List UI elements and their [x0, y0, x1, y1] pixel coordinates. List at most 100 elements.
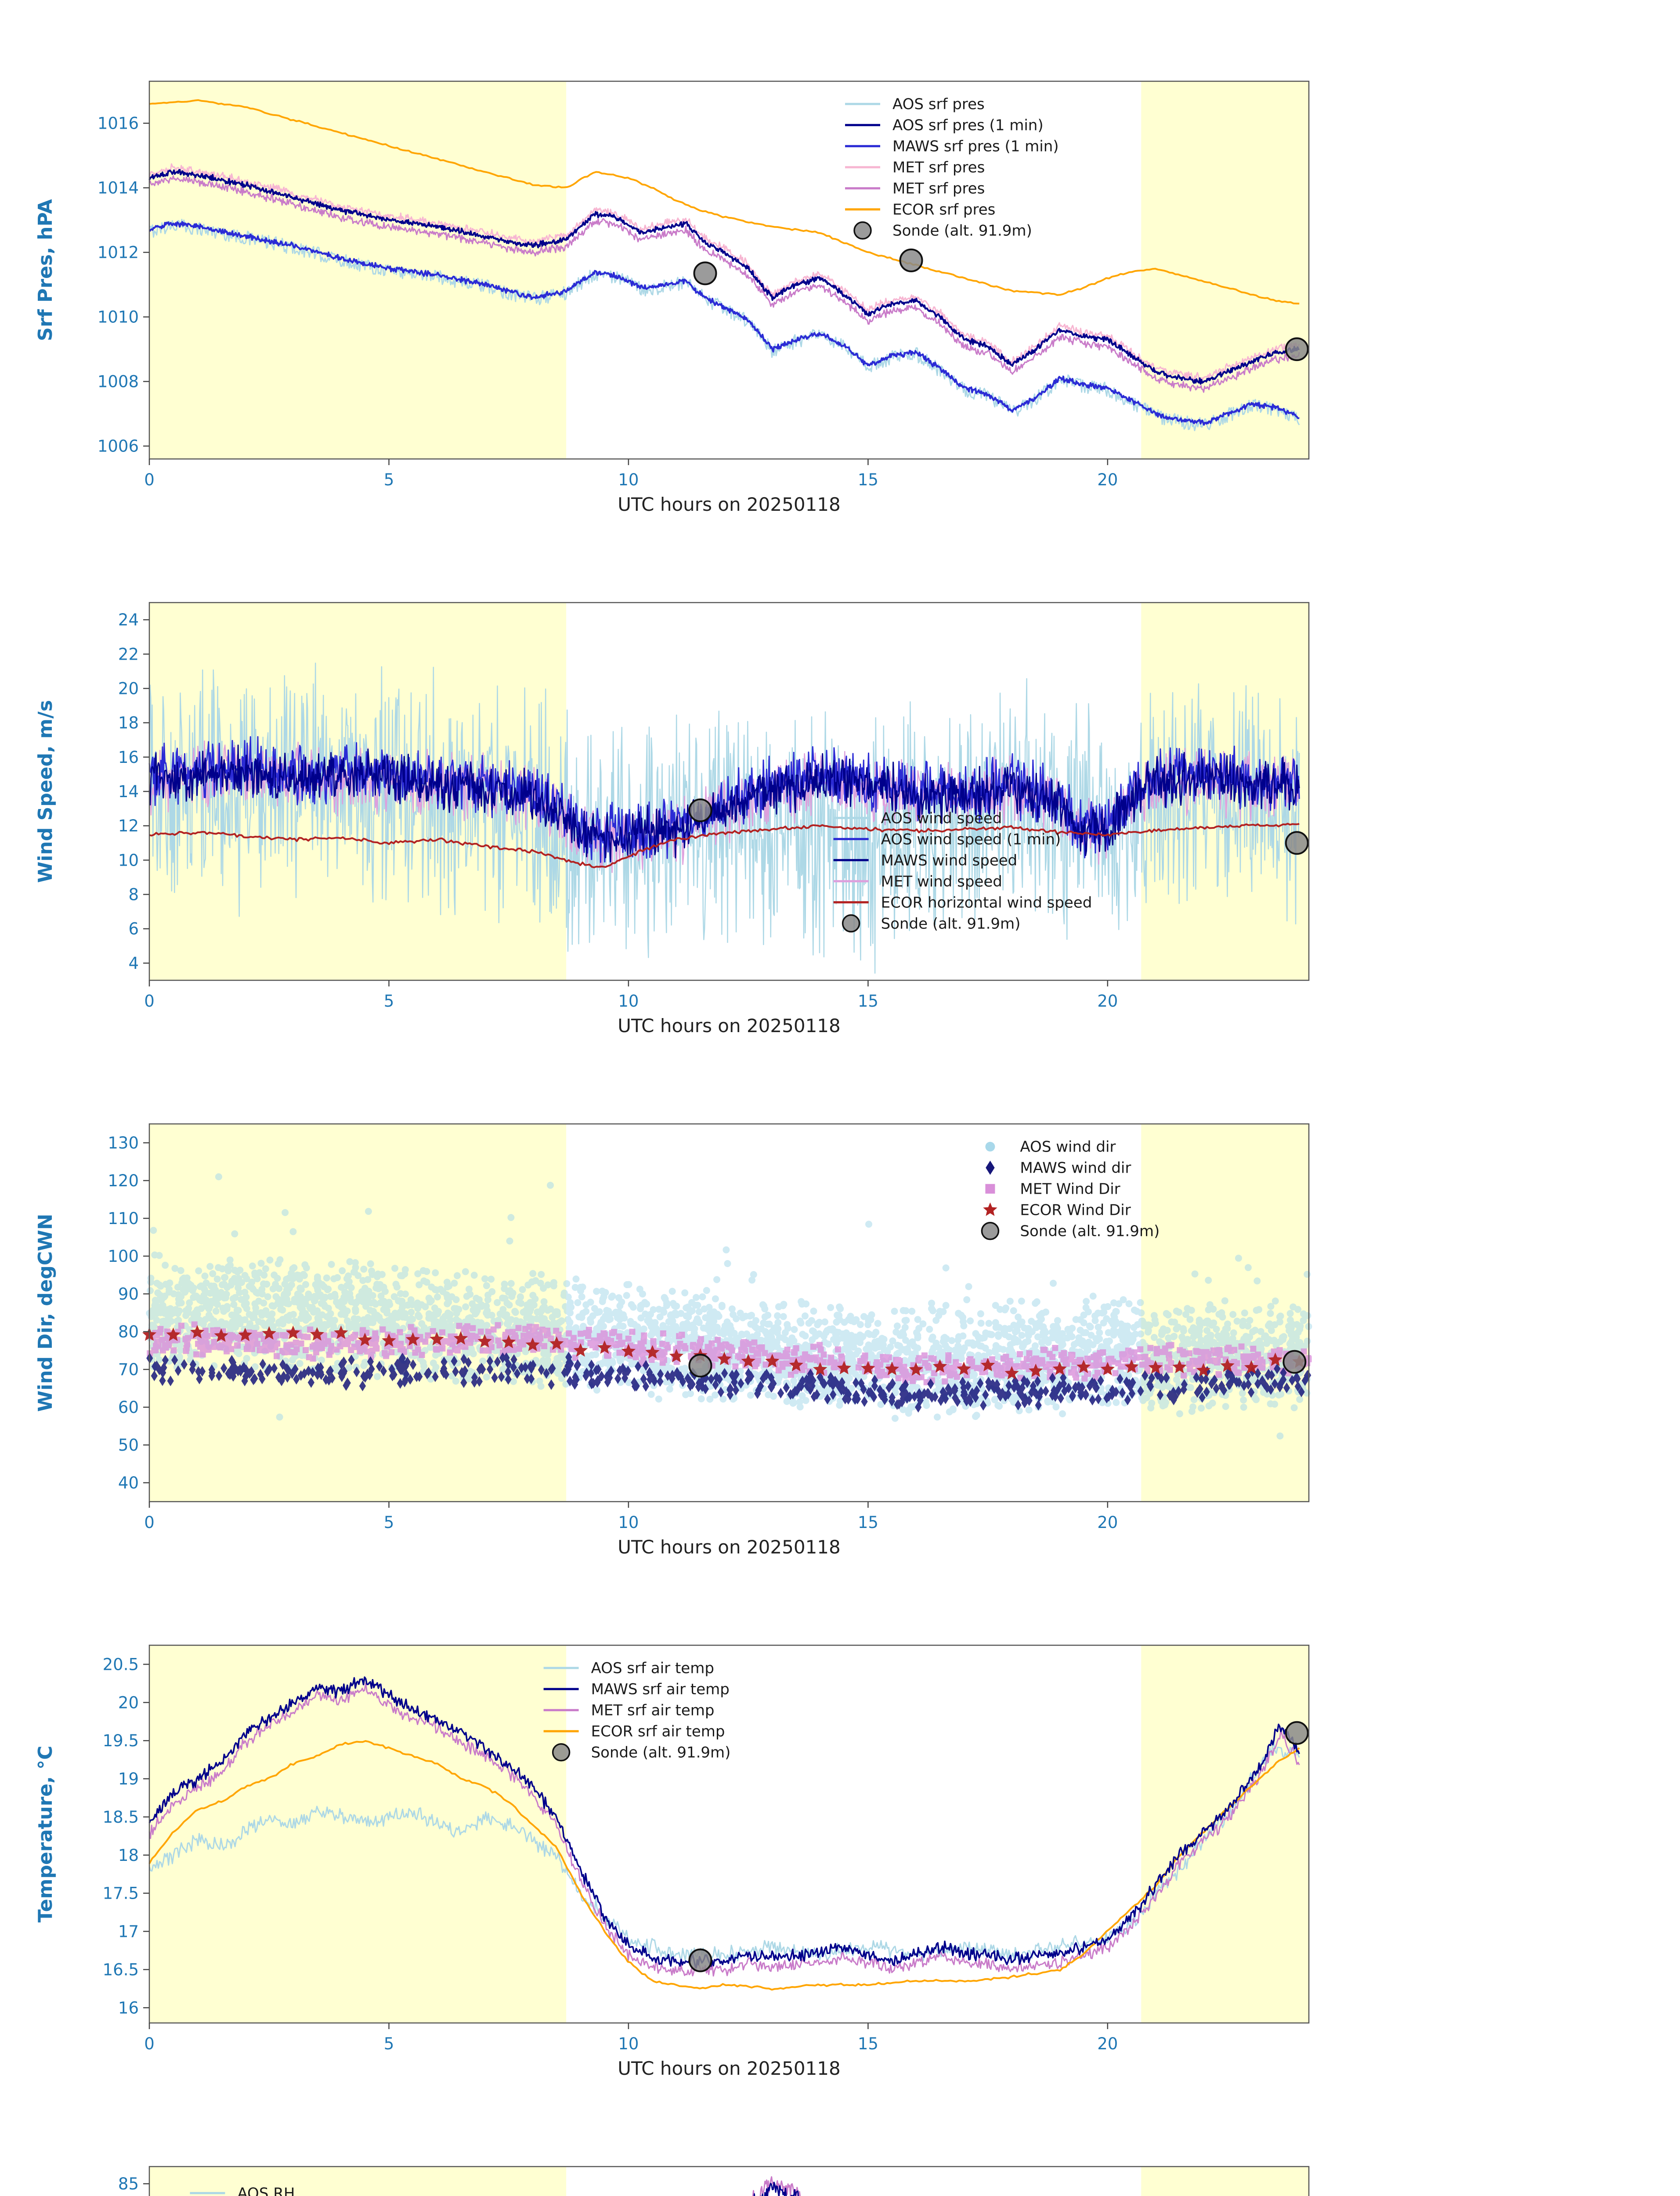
legend: AOS srf pres AOS srf pres (1 min) MAWS srf… — [845, 96, 1059, 240]
sonde-marker — [688, 798, 712, 822]
x-tick-label: 10 — [618, 470, 639, 489]
legend-label: MAWS wind speed — [881, 852, 1018, 869]
legend-label: MET wind speed — [881, 873, 1002, 890]
y-tick-label: 1014 — [98, 179, 139, 198]
sonde-markers — [688, 798, 1309, 855]
series-maws-wind-dir — [146, 1351, 1311, 1413]
daylight-bands — [149, 2167, 1309, 2196]
y-tick-label: 1016 — [98, 114, 139, 133]
legend: AOS srf air temp MAWS srf air temp MET srf… — [543, 1660, 731, 1762]
sonde-markers — [693, 248, 1309, 361]
legend: AOS RHAOS RH (1 min)MAWS RHMET RHSonde (… — [190, 2185, 295, 2196]
x-tick-label: 0 — [144, 470, 155, 489]
sonde-marker — [899, 248, 923, 272]
y-tick-label: 19.5 — [103, 1731, 139, 1750]
series-ecor-srf-air-temp — [148, 1740, 1300, 1991]
legend-label: ECOR srf pres — [892, 201, 995, 219]
surface-pressure-panel: 1006 1008 1010 1012 1014 1016 0 5 10 15 20 UTC hour… — [0, 0, 1680, 521]
x-tick-label: 10 — [618, 1513, 639, 1532]
y-tick-label: 16.5 — [103, 1960, 139, 1979]
y-tick-label: 10 — [118, 851, 139, 870]
y-tick-label: 18.5 — [103, 1808, 139, 1827]
series-met-srf-pres-pink — [148, 163, 1300, 382]
daylight-bands — [149, 81, 1309, 459]
x-tick-label: 5 — [384, 470, 394, 489]
y-tick-label: 85 — [118, 2174, 139, 2193]
legend-label: ECOR Wind Dir — [1020, 1202, 1131, 1219]
sonde-marker — [688, 1948, 712, 1972]
series-met-srf-air-temp — [148, 1682, 1300, 1977]
relative-humidity-figure: 5560657075808505101520UTC hours on 20250… — [118, 2166, 1310, 2196]
series-maws-wind-speed — [148, 744, 1300, 863]
surface-pressure-figure: 1006 1008 1010 1012 1014 1016 0 5 10 15 20 UTC hour… — [34, 80, 1310, 515]
legend-label: Sonde (alt. 91.9m) — [1020, 1223, 1160, 1240]
y-tick-label: 17 — [118, 1922, 139, 1941]
legend-label: AOS wind speed — [881, 809, 1002, 827]
y-tick-label: 16 — [118, 748, 139, 767]
sonde-marker — [1283, 1350, 1307, 1374]
y-tick-label: 14 — [118, 782, 139, 801]
y-tick-label: 1008 — [98, 372, 139, 391]
legend-label: AOS RH — [237, 2185, 295, 2196]
x-tick-label: 10 — [618, 992, 639, 1011]
series-group — [142, 1173, 1312, 1440]
legend-label: MAWS wind dir — [1020, 1159, 1131, 1177]
y-tick-label: 80 — [118, 1322, 139, 1341]
legend-label: Sonde (alt. 91.9m) — [591, 1744, 731, 1762]
y-tick-label: 20 — [118, 1693, 139, 1712]
legend-label: MET srf pres — [892, 159, 985, 177]
wind-direction-figure: 40 50 60 70 80 90 100 110 120 130 0 5 10 15 20 UTC hour… — [34, 1123, 1312, 1558]
series-ecor-srf-pres — [149, 99, 1300, 305]
series-met-srf-pres-violet — [148, 175, 1300, 393]
legend-label: AOS wind dir — [1020, 1138, 1116, 1156]
x-tick-label: 20 — [1097, 992, 1118, 1011]
y-tick-label: 130 — [108, 1134, 139, 1152]
x-tick-label: 0 — [144, 1513, 155, 1532]
x-tick-label: 5 — [384, 1513, 394, 1532]
legend-label: MET srf air temp — [591, 1702, 715, 1719]
series-group — [148, 1676, 1300, 1991]
series-ecor-wind-dir — [142, 1325, 1307, 1380]
x-tick-label: 15 — [858, 1513, 878, 1532]
x-tick-label: 0 — [144, 992, 155, 1011]
wind-speed-figure: 4 6 8 10 12 14 16 18 20 22 24 0 5 10 15 20 UTC hours on … — [34, 602, 1310, 1037]
sonde-marker — [688, 1354, 712, 1378]
legend-label: MET srf pres — [892, 180, 985, 198]
x-tick-label: 15 — [858, 2034, 878, 2053]
y-tick-label: 17.5 — [103, 1884, 139, 1903]
y-tick-label: 8 — [128, 885, 139, 904]
y-tick-label: 1010 — [98, 308, 139, 327]
temperature-figure: 16 16.5 17 17.5 18 18.5 19 19.5 20 20.5 0 5 10 15 20 UT… — [34, 1644, 1310, 2079]
legend-label: ECOR srf air temp — [591, 1723, 725, 1741]
series-met-wind-dir — [147, 1321, 1312, 1386]
series-maws-srf-pres — [149, 221, 1300, 426]
legend-label: MAWS srf pres (1 min) — [892, 138, 1059, 155]
y-tick-label: 60 — [118, 1398, 139, 1417]
x-tick-label: 5 — [384, 2034, 394, 2053]
x-tick-label: 20 — [1097, 2034, 1118, 2053]
x-tick-label: 10 — [618, 2034, 639, 2053]
y-tick-label: 90 — [118, 1285, 139, 1304]
y-axis-label: Temperature, °C — [34, 1746, 57, 1923]
series-maws-srf-air-temp — [148, 1676, 1300, 1968]
series-group — [148, 99, 1300, 431]
wind-direction-panel: 40 50 60 70 80 90 100 110 120 130 0 5 10 15 20 UTC hour… — [0, 1043, 1680, 1564]
x-tick-label: 15 — [858, 992, 878, 1011]
y-tick-label: 19 — [118, 1770, 139, 1788]
y-tick-label: 20.5 — [103, 1655, 139, 1674]
series-aos-wind-dir — [146, 1173, 1312, 1440]
y-tick-label: 18 — [118, 1846, 139, 1865]
legend: AOS wind dir MAWS wind dir MET Wind Dir ECO… — [981, 1138, 1160, 1240]
series-group — [148, 662, 1300, 974]
y-tick-label: 24 — [118, 610, 139, 629]
y-tick-label: 1006 — [98, 437, 139, 456]
sonde-marker — [693, 261, 717, 285]
sonde-markers — [688, 1721, 1309, 1972]
axes: 5560657075808505101520UTC hours on 20250… — [118, 2166, 1310, 2196]
y-tick-label: 40 — [118, 1474, 139, 1492]
series-ecor-horizontal-wind-speed — [149, 823, 1300, 868]
sonde-marker — [1285, 1721, 1309, 1745]
series-aos-srf-air-temp — [148, 1741, 1300, 1962]
y-tick-label: 120 — [108, 1171, 139, 1190]
x-tick-label: 15 — [858, 470, 878, 489]
